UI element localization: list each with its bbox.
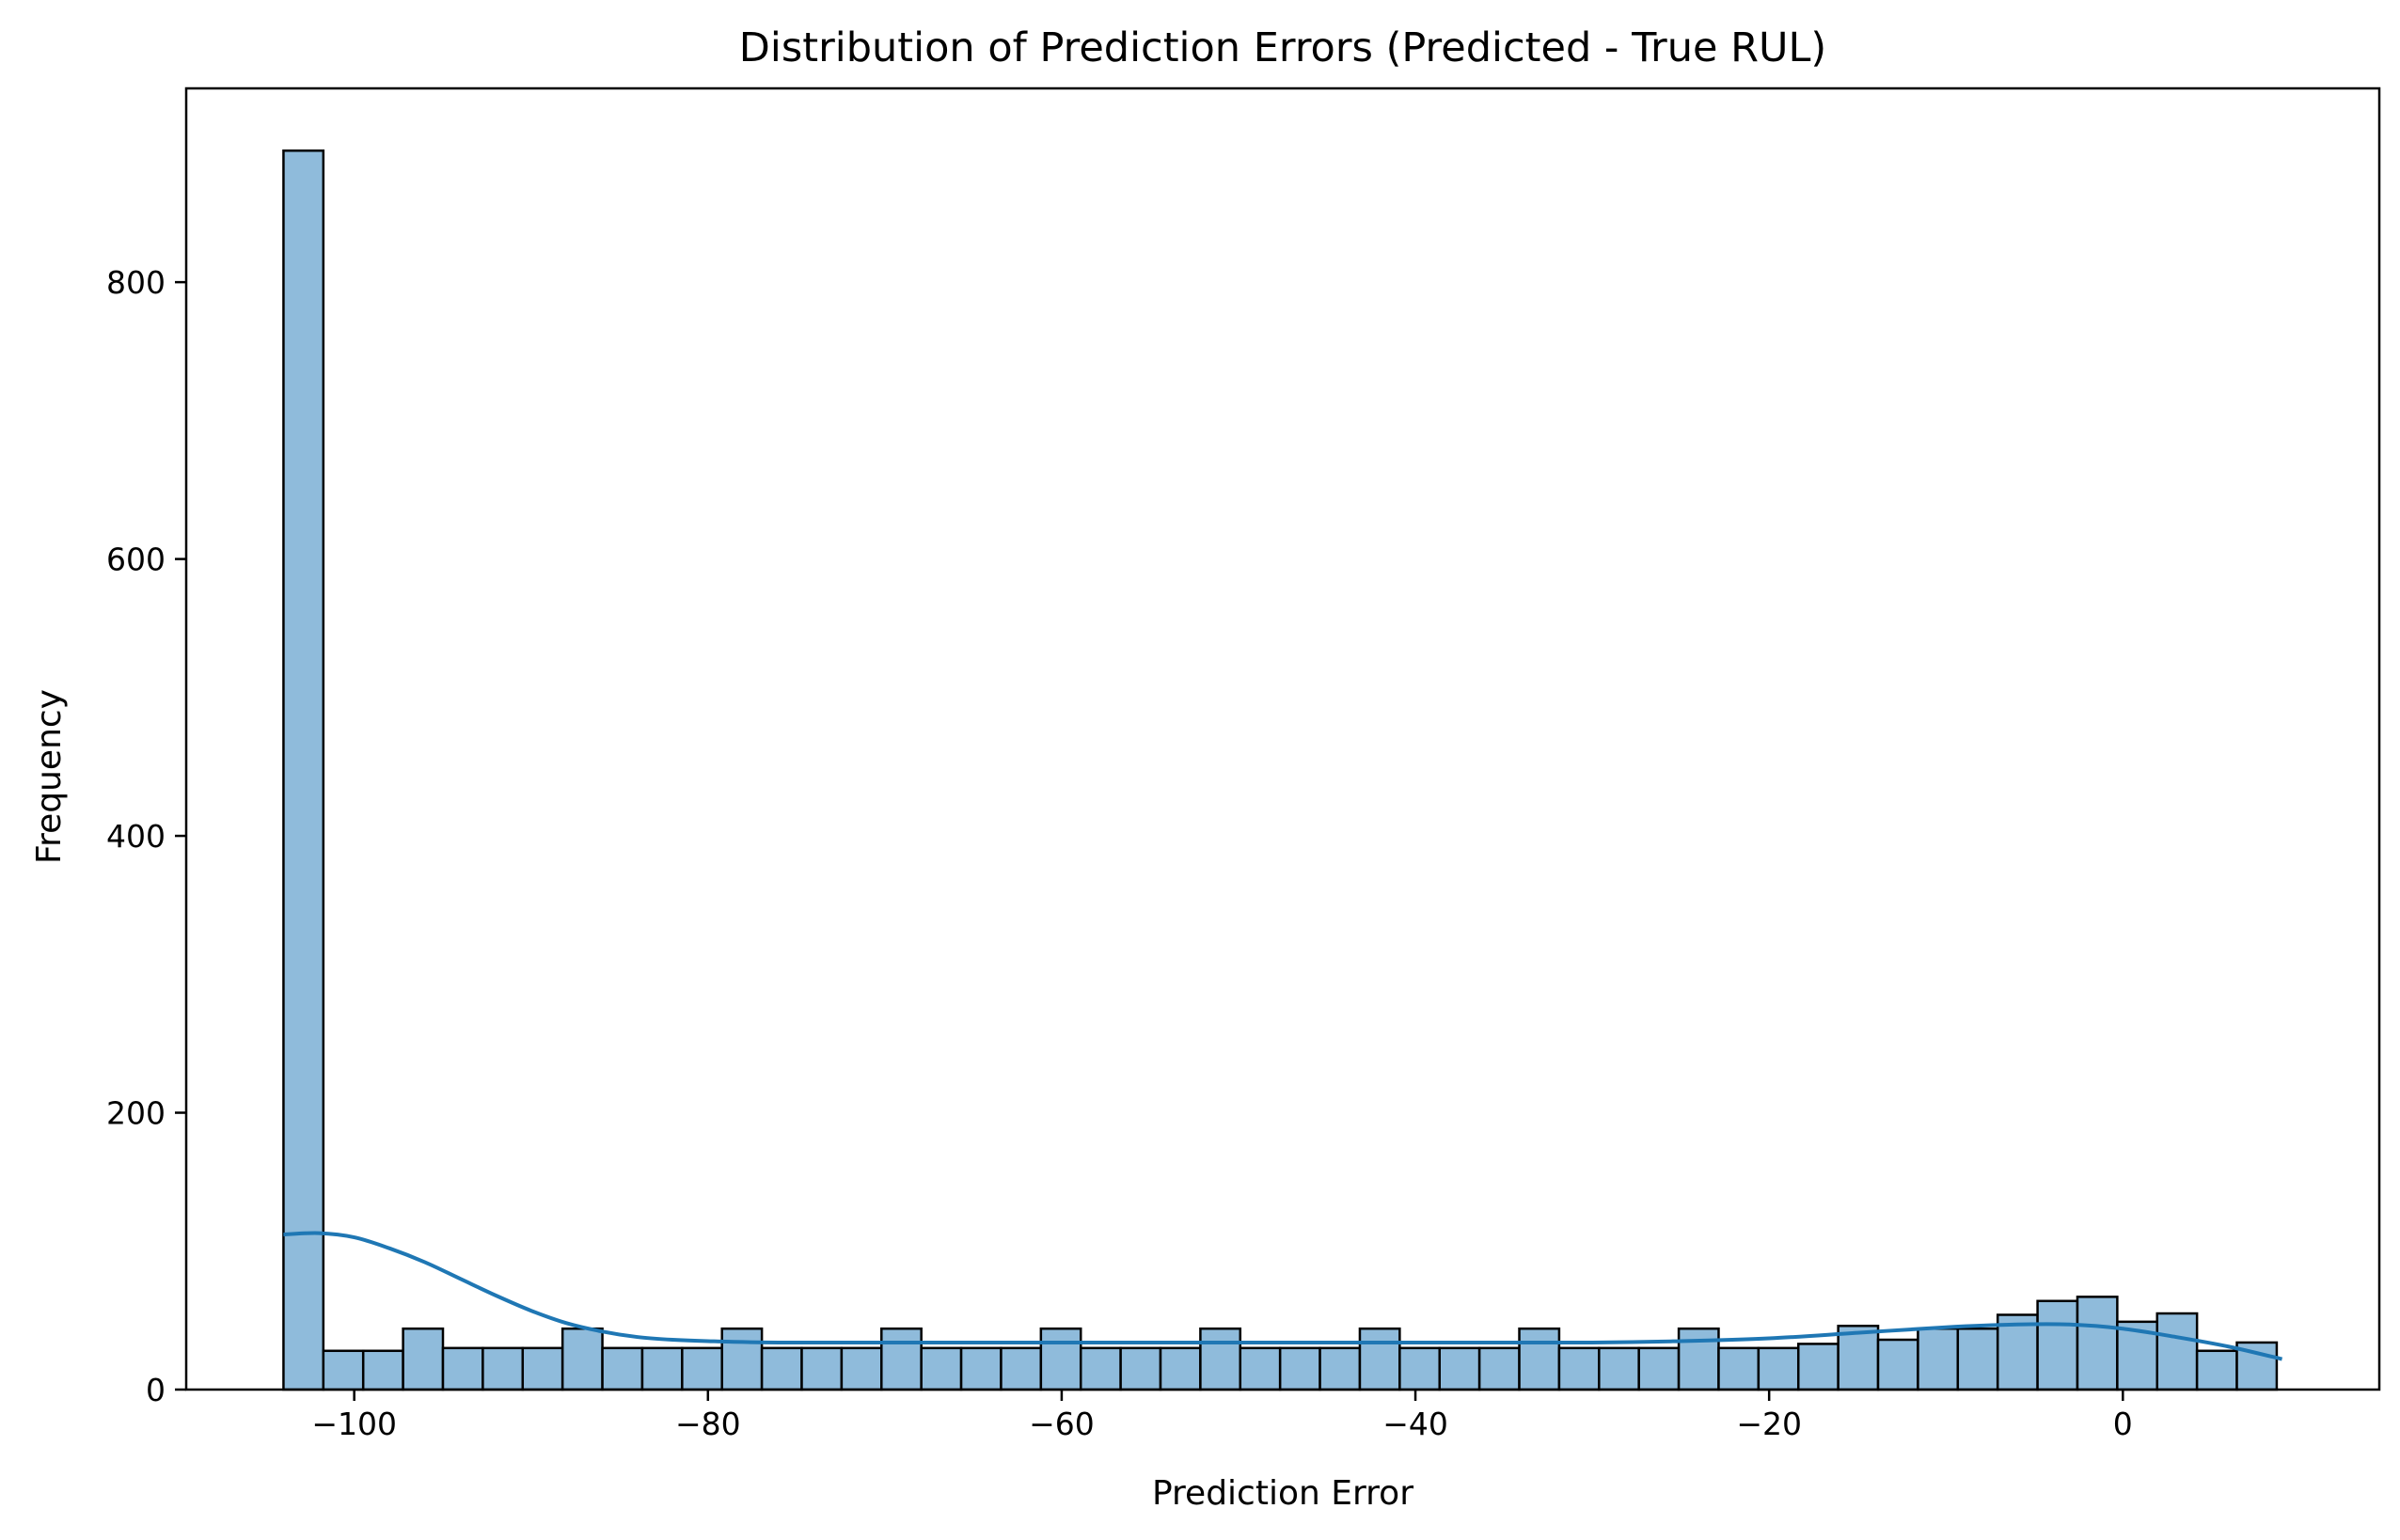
histogram-bar bbox=[1159, 1346, 1202, 1391]
histogram-bar bbox=[282, 149, 325, 1391]
x-tick-label: −20 bbox=[1736, 1406, 1802, 1442]
histogram-bar bbox=[1278, 1346, 1321, 1391]
histogram-bar bbox=[1637, 1346, 1681, 1391]
histogram-bar bbox=[1438, 1346, 1481, 1391]
histogram-bar bbox=[601, 1346, 644, 1391]
x-tick-label: −40 bbox=[1382, 1406, 1448, 1442]
x-tick-label: −100 bbox=[311, 1406, 397, 1442]
histogram-bar bbox=[1876, 1338, 1919, 1391]
x-axis-ticks: −100 −80 −60 −40 −20 0 bbox=[311, 1390, 2133, 1442]
histogram-bar bbox=[441, 1346, 484, 1391]
y-axis-label: Frequency bbox=[30, 689, 69, 864]
histogram-bar bbox=[640, 1346, 684, 1391]
histogram-bar bbox=[1000, 1346, 1043, 1391]
histogram-bar bbox=[681, 1346, 723, 1391]
histogram-bar bbox=[1199, 1327, 1242, 1391]
histogram-bar bbox=[322, 1349, 365, 1391]
y-axis-ticks: 0 200 400 600 800 bbox=[106, 264, 186, 1408]
x-tick-label: 0 bbox=[2113, 1406, 2133, 1442]
histogram-bar bbox=[1717, 1346, 1761, 1391]
histogram-bar bbox=[561, 1327, 604, 1391]
histogram-bar bbox=[2076, 1296, 2119, 1391]
histogram-bar bbox=[1318, 1346, 1362, 1391]
x-axis-label: Prediction Error bbox=[1152, 1474, 1413, 1513]
histogram-bar bbox=[2036, 1299, 2079, 1391]
plot-area-frame bbox=[184, 86, 2381, 1391]
histogram-bar bbox=[1757, 1346, 1800, 1391]
y-tick-label: 800 bbox=[106, 264, 166, 301]
histogram-bar bbox=[840, 1346, 883, 1391]
histogram-bar bbox=[720, 1327, 764, 1391]
histogram-bar bbox=[2195, 1349, 2238, 1391]
histogram-bar bbox=[1598, 1346, 1640, 1391]
histogram-bar bbox=[1917, 1327, 1960, 1391]
y-tick-label: 0 bbox=[146, 1372, 166, 1408]
histogram-bar bbox=[1518, 1327, 1561, 1391]
histogram-bar bbox=[800, 1346, 844, 1391]
histogram-bars bbox=[282, 149, 2279, 1391]
y-tick-label: 600 bbox=[106, 542, 166, 578]
histogram-bar bbox=[2155, 1312, 2199, 1391]
histogram-bar bbox=[521, 1346, 564, 1391]
histogram-bar bbox=[1477, 1346, 1521, 1391]
histogram-bar bbox=[482, 1346, 525, 1391]
histogram-bar bbox=[361, 1349, 404, 1391]
chart-title: Distribution of Prediction Errors (Predi… bbox=[739, 24, 1826, 71]
histogram-bar bbox=[1557, 1346, 1601, 1391]
y-tick-label: 200 bbox=[106, 1095, 166, 1132]
y-tick-label: 400 bbox=[106, 818, 166, 855]
x-tick-label: −80 bbox=[675, 1406, 741, 1442]
histogram-bar bbox=[959, 1346, 1003, 1391]
histogram-bar bbox=[920, 1346, 963, 1391]
histogram-bar bbox=[1796, 1343, 1839, 1391]
histogram-bar bbox=[402, 1327, 445, 1391]
histogram-bar bbox=[1119, 1346, 1162, 1391]
histogram-bar bbox=[1398, 1346, 1441, 1391]
histogram-bar bbox=[1358, 1327, 1401, 1391]
histogram-bar bbox=[1996, 1313, 2039, 1391]
histogram-bar bbox=[1039, 1327, 1082, 1391]
histogram-bar bbox=[1677, 1327, 1720, 1391]
histogram-bar bbox=[760, 1346, 803, 1391]
histogram-bar bbox=[880, 1327, 923, 1391]
kde-curve bbox=[283, 1231, 2283, 1361]
x-tick-label: −60 bbox=[1029, 1406, 1095, 1442]
histogram-bar bbox=[1956, 1327, 1999, 1391]
histogram-bar bbox=[1239, 1346, 1282, 1391]
histogram-bar bbox=[1079, 1346, 1122, 1391]
